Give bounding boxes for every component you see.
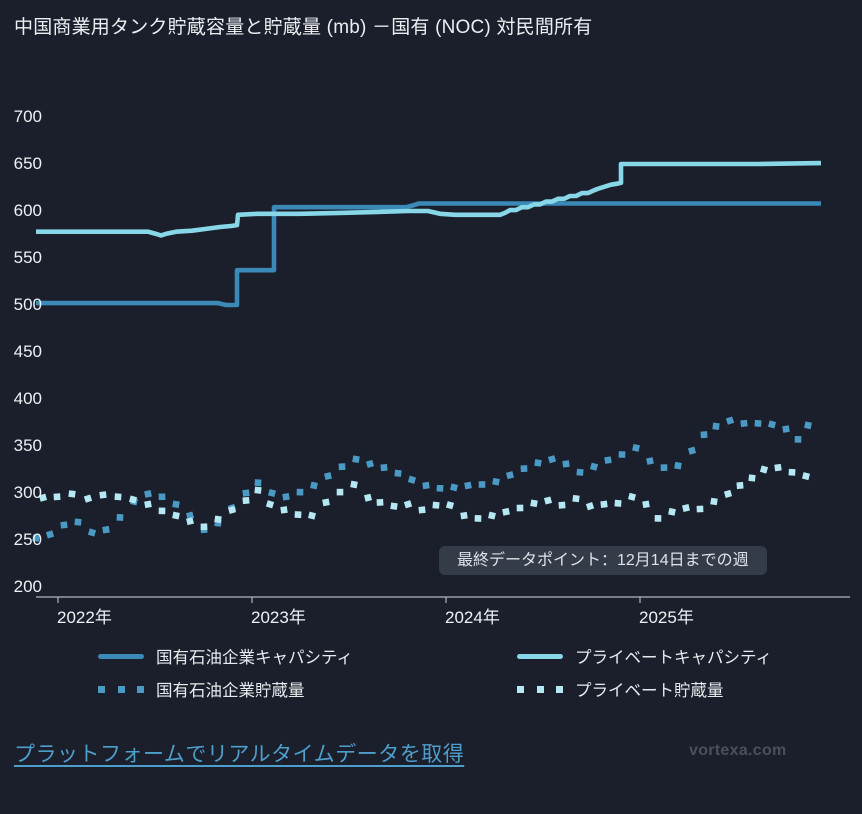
y-tick-label: 600 (13, 201, 42, 220)
private-capacity-line-swatch (517, 653, 563, 659)
y-tick-label: 500 (13, 295, 42, 314)
last-datapoint-badge: 最終データポイント：12月14日までの週 (439, 546, 767, 575)
y-tick-label: 250 (13, 530, 42, 549)
y-tick-label: 700 (13, 107, 42, 126)
series-dots-3 (38, 463, 811, 531)
legend-item-private-storage[interactable]: プライベート貯蔵量 (517, 679, 724, 700)
x-tick-label: 2024年 (445, 608, 500, 627)
x-tick-label: 2022年 (57, 608, 112, 627)
y-tick-label: 400 (13, 389, 42, 408)
x-tick-label: 2025年 (639, 608, 694, 627)
legend-item-noc-storage[interactable]: 国有石油企業貯蔵量 (98, 679, 305, 700)
y-tick-label: 550 (13, 248, 42, 267)
noc-capacity-line-swatch (98, 653, 144, 659)
legend-label: 国有石油企業貯蔵量 (156, 682, 305, 700)
series-line-1 (36, 160, 822, 238)
legend-label: プライベート貯蔵量 (575, 682, 724, 700)
chart-title: 中国商業用タンク貯蔵容量と貯蔵量 (mb) －国有 (NOC) 対民間所有 (14, 17, 593, 38)
y-tick-label: 350 (13, 436, 42, 455)
series-line-0 (36, 201, 821, 308)
private-storage-dotted-swatch (517, 685, 563, 693)
series-dots-2 (32, 416, 812, 542)
vortexa-watermark: vortexa.com (689, 742, 787, 759)
y-tick-label: 450 (13, 342, 42, 361)
platform-data-link[interactable]: プラットフォームでリアルタイムデータを取得 (14, 743, 465, 766)
y-tick-label: 200 (13, 577, 42, 596)
legend-item-noc-capacity[interactable]: 国有石油企業キャパシティ (98, 646, 354, 667)
x-tick-label: 2023年 (251, 608, 306, 627)
y-tick-label: 650 (13, 154, 42, 173)
legend-item-private-capacity[interactable]: プライベートキャパシティ (517, 646, 773, 667)
legend-label: 国有石油企業キャパシティ (156, 649, 354, 667)
noc-storage-dotted-swatch (98, 685, 144, 693)
y-tick-label: 300 (13, 483, 42, 502)
legend-label: プライベートキャパシティ (575, 649, 773, 667)
